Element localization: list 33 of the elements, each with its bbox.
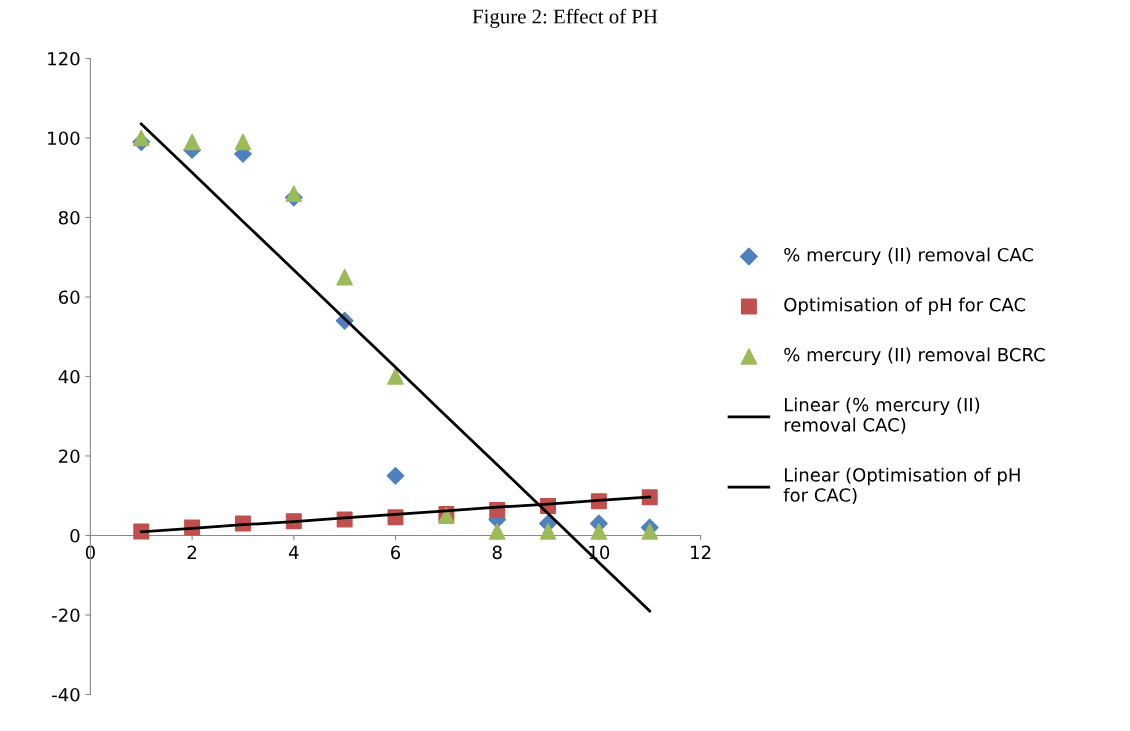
point [132,129,150,147]
x-tick-label: 6 [391,545,401,560]
y-tick-label: 40 [58,369,80,384]
x-tick-label: 4 [288,545,299,559]
point [539,523,557,540]
point [234,133,252,151]
legend-label: Linear (Optimisation of pH for CAC) [783,467,1020,504]
point [336,268,353,286]
point [590,523,608,540]
y-tick-label: 20 [59,449,80,464]
x-tick-label: 8 [492,545,502,560]
chart-title: Figure 2: Effect of PH [472,8,658,28]
y-tick-label: 80 [58,210,80,225]
line-series [139,122,652,613]
point [488,523,506,540]
point [183,133,201,151]
legend-label: % mercury (II) removal CAC [784,247,1034,266]
x-tick-label: 2 [187,545,197,559]
point [641,523,659,540]
y-tick-label: -40 [52,687,80,702]
y-tick-label: -20 [52,608,80,623]
point [387,368,404,385]
legend-label: % mercury (II) removal BCRC [784,347,1045,365]
point [386,466,405,485]
y-tick-label: 0 [70,528,80,543]
legend-label: Optimisation of pH for CAC [784,297,1026,316]
legend-label: Linear (% mercury (II) removal CAC) [784,397,980,434]
y-tick-label: 60 [58,290,80,305]
x-tick-label: 12 [691,545,711,559]
y-tick-label: 100 [48,131,80,146]
x-tick-label: 0 [85,545,95,560]
point [285,185,303,202]
y-tick-label: 120 [48,51,80,66]
